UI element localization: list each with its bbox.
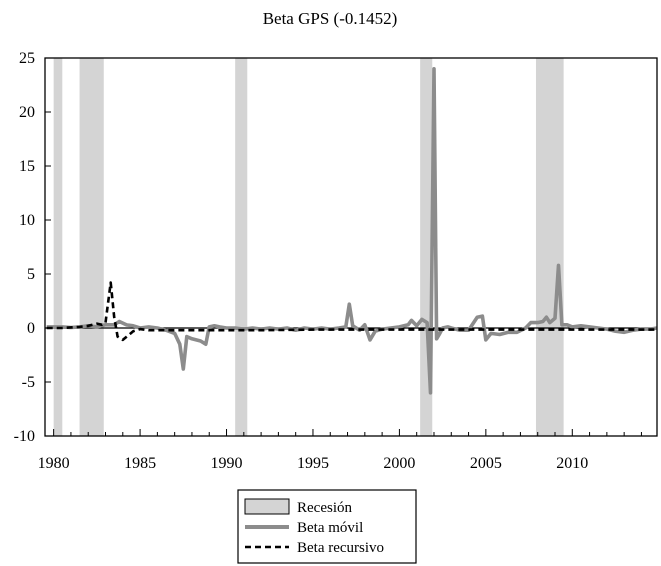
recession-bands [53, 58, 564, 436]
series-line-rolling [46, 67, 658, 395]
recession-band-0 [53, 58, 63, 436]
recession-band-2 [235, 58, 248, 436]
recession-band-1 [79, 58, 104, 436]
legend-label-rolling: Beta móvil [297, 520, 363, 536]
series-line-recursive [46, 281, 657, 342]
y-tick-label-6: -5 [22, 374, 35, 391]
legend-label-recession: Recesión [297, 500, 352, 516]
series-layer [46, 67, 658, 395]
x-tick-label-0: 1980 [38, 455, 70, 472]
x-tick-label-6: 2010 [556, 455, 588, 472]
y-tick-label-1: 20 [19, 104, 35, 121]
legend-label-recursive: Beta recursivo [297, 540, 384, 556]
plot-frame [44, 57, 658, 437]
x-tick-label-2: 1990 [211, 455, 243, 472]
legend: Recesión Beta móvil Beta recursivo [237, 489, 417, 564]
y-tick-label-0: 25 [19, 50, 35, 67]
x-tick-label-3: 1995 [297, 455, 329, 472]
y-tick-label-7: -10 [14, 428, 35, 445]
y-tick-label-4: 5 [27, 266, 35, 283]
chart-title: Beta GPS (-0.1452) [263, 9, 398, 28]
y-tick-label-5: 0 [27, 320, 35, 337]
x-tick-label-5: 2005 [470, 455, 502, 472]
x-tick-label-4: 2000 [383, 455, 415, 472]
y-tick-label-2: 15 [19, 158, 35, 175]
legend-swatch-recession [244, 498, 290, 515]
x-tick-label-1: 1985 [124, 455, 156, 472]
y-tick-label-3: 10 [19, 212, 35, 229]
y-axis: 25 20 15 10 5 0 -5 -10 [14, 50, 51, 445]
recession-band-4 [535, 58, 564, 436]
x-axis: 1980 1985 1990 1995 2000 2005 2010 [38, 429, 642, 472]
